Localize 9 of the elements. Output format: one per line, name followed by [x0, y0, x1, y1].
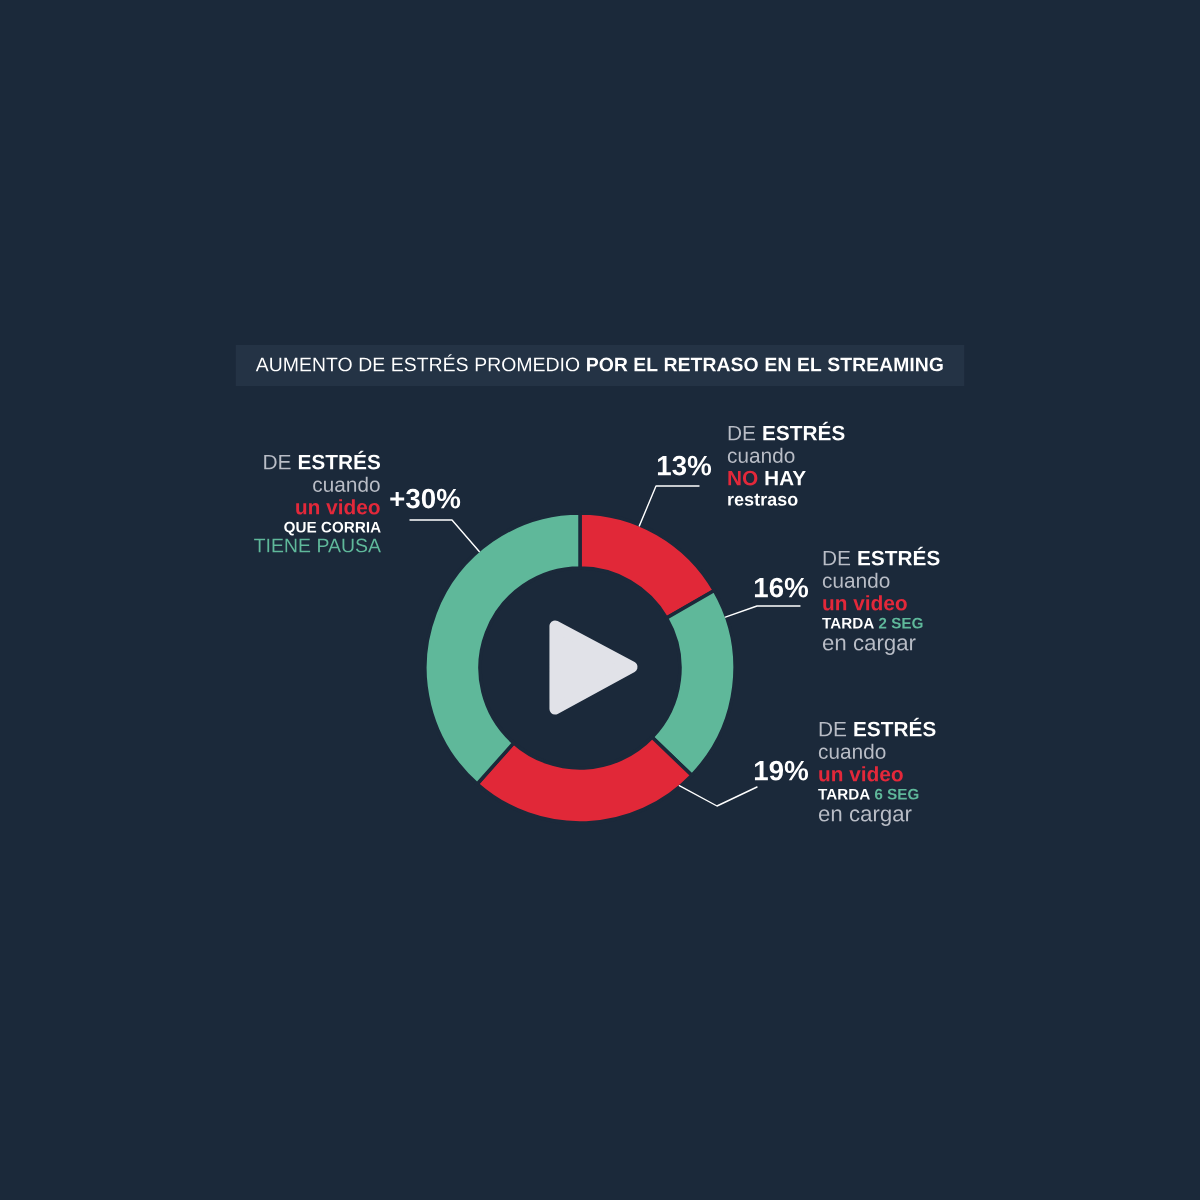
category-label: DE ESTRÉS cuando un video QUE CORRIA TIENE PAUSA	[254, 450, 381, 553]
category-label: DE ESTRÉS cuando un video TARDA 6 SEG en cargar	[818, 717, 936, 826]
category-label: DE ESTRÉS cuando un video TARDA 2 SEG en cargar	[822, 546, 940, 655]
data-label: 13%	[657, 455, 712, 476]
slice-label: DE ESTRÉS cuando NO HAY restraso	[727, 421, 845, 506]
data-label: 19%	[754, 760, 809, 781]
data-label: 16%	[754, 577, 809, 598]
chart-title: AUMENTO DE ESTRÉS PROMEDIO POR EL RETRASO EN EL STREAMING	[255, 354, 943, 372]
data-label: +30%	[390, 488, 461, 509]
